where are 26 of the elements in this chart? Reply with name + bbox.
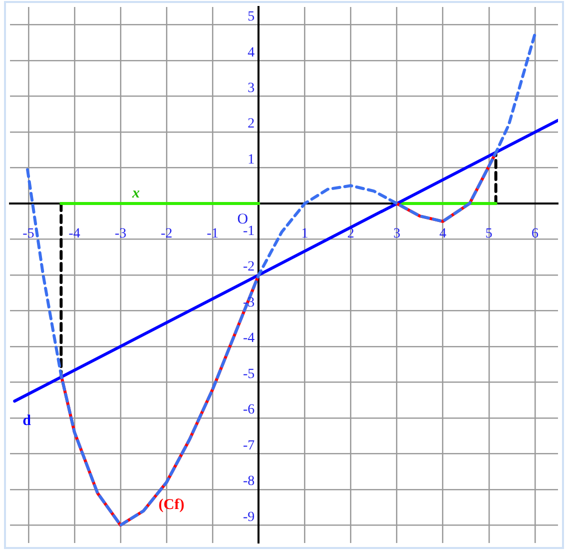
x-tick-label: -5 <box>22 226 34 242</box>
series-label: (Cf) <box>158 497 184 514</box>
x-tick-label: 5 <box>485 226 492 242</box>
y-tick-label: 1 <box>248 152 255 168</box>
y-tick-label: 3 <box>248 81 255 96</box>
series-label: d <box>22 413 32 430</box>
y-tick-label: 2 <box>248 116 255 132</box>
x-tick-label: -1 <box>206 226 218 242</box>
x-tick-label: -3 <box>114 226 126 242</box>
x-tick-label: 1 <box>301 226 308 242</box>
y-tick-label: 4 <box>248 45 255 60</box>
x-axis-title: x <box>131 185 140 202</box>
y-tick-label: -5 <box>243 366 255 382</box>
y-tick-label: -9 <box>243 510 255 525</box>
y-tick-label: -6 <box>243 402 255 418</box>
y-tick-label: 5 <box>248 10 255 25</box>
x-tick-label: 6 <box>531 226 538 242</box>
x-tick-label: -4 <box>68 226 80 242</box>
y-tick-label: -4 <box>243 331 255 346</box>
y-tick-label: -8 <box>243 474 255 490</box>
x-tick-label: 3 <box>393 226 400 242</box>
x-tick-label: 4 <box>439 226 446 242</box>
x-tick-label: -2 <box>160 226 172 242</box>
y-tick-label: -2 <box>243 260 255 275</box>
annotation: O <box>237 211 248 228</box>
y-tick-label: -7 <box>243 438 255 454</box>
